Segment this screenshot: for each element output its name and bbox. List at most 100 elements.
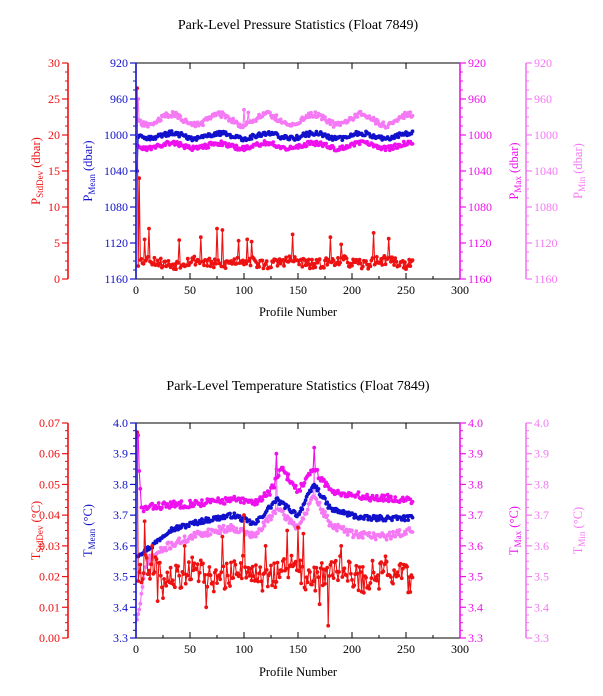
pressure-max-tick-label: 1040 [468,164,492,178]
pressure-max-point [352,143,357,148]
pressure-stddev-point [247,256,252,261]
temperature-max-tick-label: 4.0 [468,416,483,430]
pressure-mean-tick-label: 1040 [104,164,128,178]
temperature-mean-tick-label: 3.3 [113,631,128,645]
temperature-stddev-tick-label: 0.07 [39,416,60,430]
temperature-stddev-point [155,599,160,603]
pressure-stddev-point [366,266,371,271]
temperature-stddev-point [237,573,242,577]
pressure-max-point [324,141,328,146]
temperature-max-tick-label: 3.3 [468,631,483,645]
pressure-max-point [304,144,309,148]
temperature-stddev-point [326,623,331,628]
temperature-stddev-point [187,560,191,565]
temperature-min-tick-label: 3.4 [534,600,549,614]
temperature-min-point [265,519,270,524]
pressure-mean-point [287,137,292,142]
pressure-series-stddev [136,86,415,272]
pressure-xtick-label: 100 [235,283,253,297]
temperature-stddev-point [331,576,336,580]
temperature-mean-point [228,511,232,516]
pressure-max-point [182,146,187,151]
pressure-stddev-point [331,258,336,263]
temperature-stddev-point [198,558,203,563]
pressure-stddev-point [205,264,210,268]
pressure-stddev-point [371,231,376,235]
temperature-stddev-point [377,587,381,591]
pressure-stddev-point [339,242,344,247]
temperature-min-point [185,539,190,544]
temperature-min-point [323,509,327,514]
temperature-mean-point [314,484,319,489]
pressure-max-point [313,143,318,148]
temperature-stddev-point [173,585,177,590]
temperature-stddev-point [313,588,318,593]
temperature-max-point [386,499,391,504]
pressure-min-point [401,116,406,121]
temperature-max-tick-label: 3.9 [468,447,483,461]
temperature-stddev-point [139,580,144,585]
temperature-stddev-tick-label: 0.04 [39,508,60,522]
pressure-stddev-point [166,259,171,263]
temperature-stddev-point [148,577,152,581]
temperature-mean-point [316,487,321,491]
temperature-stddev-point [301,531,306,536]
temperature-stddev-point [181,572,186,576]
temperature-mean-tick-label: 3.9 [113,447,128,461]
pressure-stddev-tick-label: 20 [48,128,60,142]
temperature-stddev-point [245,570,250,575]
temperature-stddev-point [190,555,195,560]
temperature-max-point [179,499,184,503]
temperature-min-point [148,553,152,558]
pressure-min-point [330,119,335,124]
pressure-min-point [231,116,236,121]
temperature-max-tick-label: 3.4 [468,600,483,614]
temperature-min-point [204,530,209,535]
temperature-min-point [350,528,354,533]
temperature-xlabel: Profile Number [259,665,338,679]
temperature-stddev-point [265,584,270,589]
pressure-max-point [387,148,392,153]
temperature-mean-point [309,489,313,494]
temperature-max-axis-title: TMax (°C) [507,506,523,555]
pressure-min-point [376,119,380,124]
temperature-min-tick-label: 3.6 [534,539,549,553]
temperature-xtick-label: 250 [397,642,415,656]
pressure-min-point [178,114,183,119]
temperature-mean-point [239,519,244,523]
pressure-mean-point [363,133,367,138]
temperature-min-point [269,517,273,522]
pressure-stddev-point [308,266,312,271]
temperature-stddev-tick-label: 0.01 [39,600,60,614]
pressure-min-point [373,121,378,126]
temperature-mean-tick-label: 3.6 [113,539,128,553]
temperature-stddev-point [256,579,260,584]
temperature-stddev-point [356,588,361,593]
pressure-stddev-point [152,255,157,260]
temperature-stddev-point [339,544,344,548]
pressure-stddev-point [208,264,213,269]
temperature-xtick-label: 150 [289,642,307,656]
temperature-max-point [266,490,271,494]
pressure-stddev-point [185,256,190,261]
temperature-stddev-point [192,561,197,566]
temperature-max-tick-label: 3.6 [468,539,483,553]
pressure-min-point [158,118,163,123]
temperature-stddev-point [142,519,147,524]
temperature-max-point [262,491,267,495]
temperature-max-point [298,489,303,493]
pressure-stddev-point [215,226,219,231]
pressure-stddev-point [177,238,182,243]
temperature-max-point [192,502,197,507]
temperature-series-min [136,467,415,622]
pressure-stddev-point [141,261,146,266]
temperature-min-line [136,469,413,620]
temperature-stddev-point [271,579,276,584]
temperature-stddev-point [336,578,340,583]
pressure-xtick-label: 50 [184,283,196,297]
pressure-stddev-point [220,228,225,232]
temperature-min-point [260,527,265,531]
pressure-stddev-point [269,265,273,270]
temperature-min-tick-label: 3.9 [534,447,549,461]
temperature-stddev-point [244,575,249,580]
